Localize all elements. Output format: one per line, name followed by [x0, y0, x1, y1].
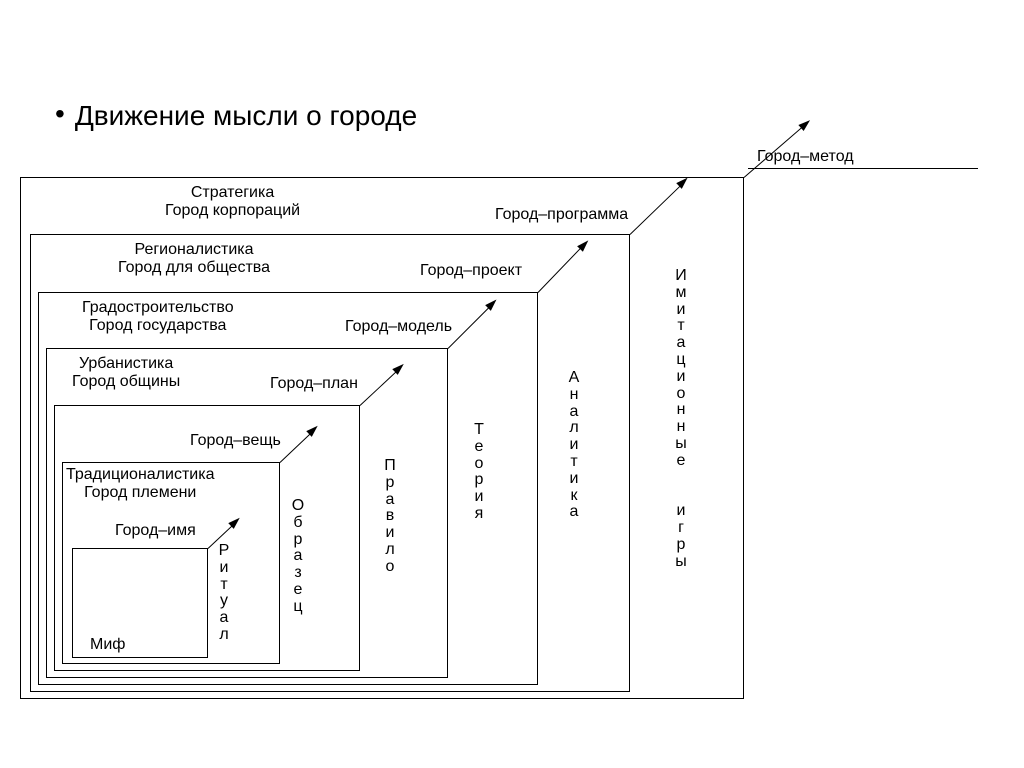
stage-label: Город–вещь: [190, 432, 281, 450]
vertical-label: И м и т а ц и о н н ы е и г р ы: [672, 268, 690, 570]
frame-header: Регионалистика Город для общества: [118, 241, 270, 278]
stage-label: Город–метод: [757, 148, 854, 166]
top-right-rule: [748, 168, 978, 169]
bullet-icon: •: [55, 98, 65, 130]
frame-header: Стратегика Город корпораций: [165, 184, 300, 221]
stage-label: Город–проект: [420, 262, 522, 280]
vertical-label: О б р а з е ц: [289, 498, 307, 616]
stage-label: Город–имя: [115, 522, 196, 540]
page-title: • Движение мысли о городе: [55, 100, 417, 132]
diagram-stage: • Движение мысли о городе Стратегика Горо…: [0, 0, 1024, 768]
vertical-label: А н а л и т и к а: [565, 370, 583, 521]
frame-header: Традиционалистика Город племени: [66, 466, 214, 503]
stage-label: Город–программа: [495, 206, 628, 224]
stage-label: Город–модель: [345, 318, 452, 336]
vertical-label: Р и т у а л: [215, 543, 233, 644]
frame-header: Урбанистика Город общины: [72, 355, 180, 392]
stage-label: Город–план: [270, 375, 358, 393]
innermost-label: Миф: [90, 636, 125, 654]
vertical-label: Т е о р и я: [470, 422, 488, 523]
frame-header: Градостроительство Город государства: [82, 299, 234, 336]
title-text: Движение мысли о городе: [75, 100, 417, 131]
vertical-label: П р а в и л о: [381, 458, 399, 576]
